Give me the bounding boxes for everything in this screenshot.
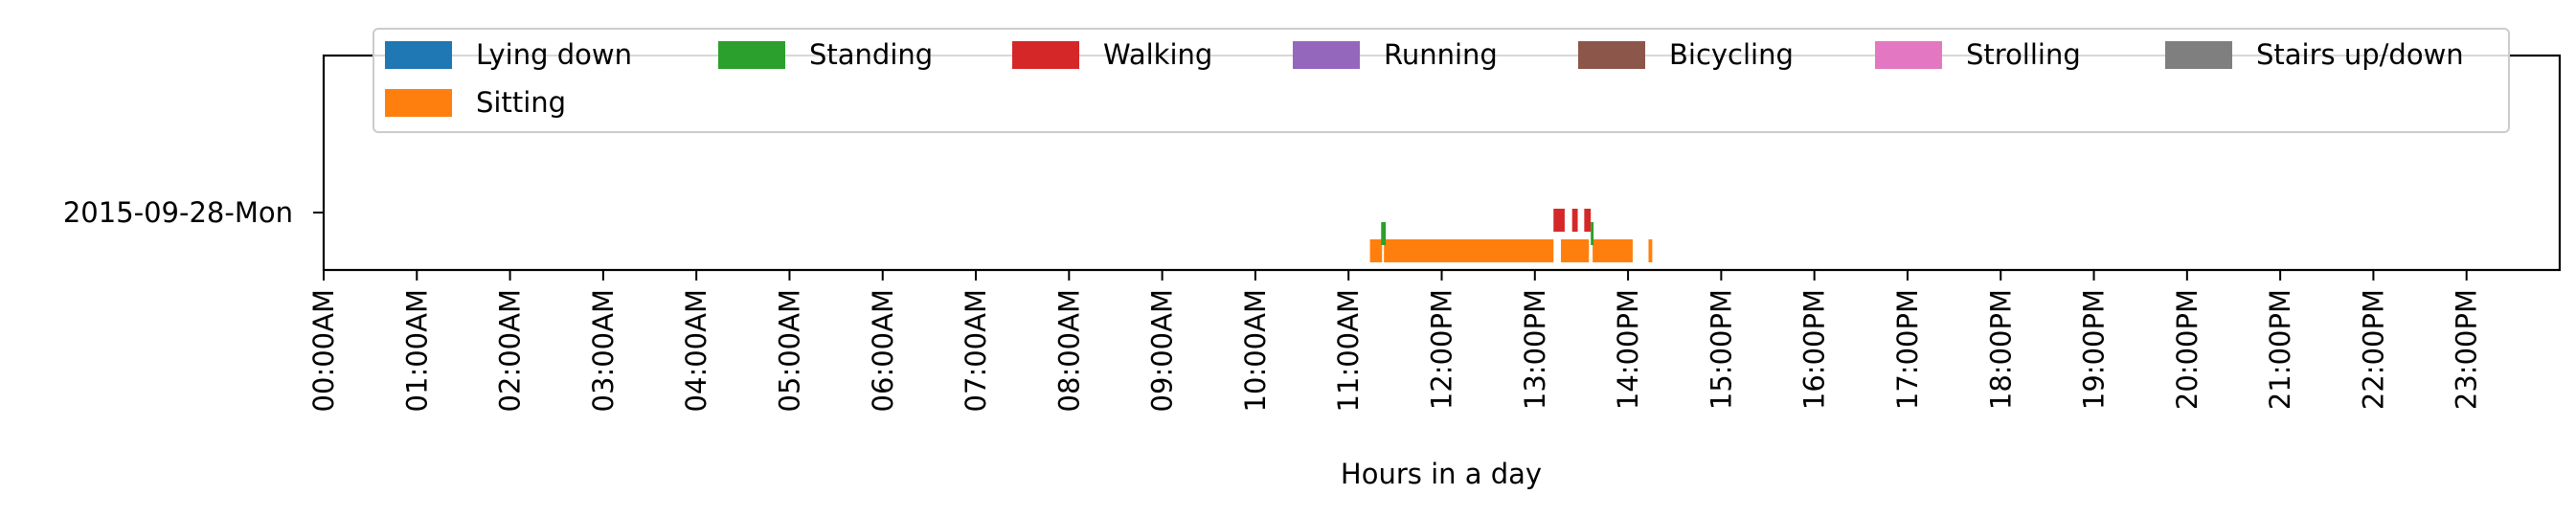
activity-bar-standing	[1381, 222, 1387, 245]
x-tick-label: 12:00PM	[1426, 289, 1458, 410]
legend-swatch-walking	[1012, 41, 1079, 69]
legend-swatch-standing	[718, 41, 785, 69]
x-tick-label: 14:00PM	[1612, 289, 1644, 410]
x-tick-label: 11:00AM	[1332, 289, 1365, 412]
x-tick-label: 01:00AM	[400, 289, 433, 412]
x-tick-label: 08:00AM	[1052, 289, 1085, 412]
activity-bar-sitting	[1561, 239, 1590, 262]
y-tick-label: 2015-09-28-Mon	[63, 196, 293, 229]
x-tick-label: 09:00AM	[1146, 289, 1179, 412]
x-tick-label: 15:00PM	[1705, 289, 1737, 410]
legend-frame	[373, 28, 2510, 133]
x-tick-label: 16:00PM	[1798, 289, 1831, 410]
x-tick-label: 20:00PM	[2171, 289, 2203, 410]
x-axis-label: Hours in a day	[1341, 458, 1542, 490]
legend-label-walking: Walking	[1103, 38, 1212, 71]
legend-label-running: Running	[1384, 38, 1498, 71]
x-tick-label: 00:00AM	[307, 289, 340, 412]
activity-bars	[1369, 209, 1653, 262]
x-tick-label: 06:00AM	[867, 289, 899, 412]
x-tick-label: 04:00AM	[680, 289, 712, 412]
activity-bar-walking	[1571, 209, 1578, 232]
y-axis-ticks: 2015-09-28-Mon	[63, 196, 324, 229]
activity-bar-sitting	[1648, 239, 1653, 262]
legend-label-lying-down: Lying down	[476, 38, 632, 71]
activity-bar-sitting	[1384, 239, 1554, 262]
legend-label-strolling: Strolling	[1966, 38, 2081, 71]
x-tick-label: 10:00AM	[1239, 289, 1272, 412]
x-tick-label: 22:00PM	[2357, 289, 2389, 410]
x-tick-label: 23:00PM	[2451, 289, 2483, 410]
legend-label-standing: Standing	[809, 38, 933, 71]
x-axis-ticks: 00:00AM 01:00AM 02:00AM 03:00AM 04:00AM 05:00…	[307, 270, 2483, 412]
x-tick-label: 19:00PM	[2078, 289, 2111, 410]
x-tick-label: 18:00PM	[1984, 289, 2017, 410]
legend-label-stairs-up-down: Stairs up/down	[2256, 38, 2464, 71]
legend-swatch-running	[1293, 41, 1360, 69]
legend-label-bicycling: Bicycling	[1669, 38, 1794, 71]
x-tick-label: 03:00AM	[587, 289, 620, 412]
legend-swatch-stairs-up-down	[2165, 41, 2232, 69]
activity-bar-standing	[1591, 222, 1594, 245]
x-tick-label: 07:00AM	[960, 289, 992, 412]
x-tick-label: 13:00PM	[1519, 289, 1551, 410]
legend-swatch-lying-down	[385, 41, 452, 69]
legend-label-sitting: Sitting	[476, 86, 566, 119]
activity-bar-sitting	[1593, 239, 1633, 262]
legend-swatch-sitting	[385, 89, 452, 117]
legend: Lying down Standing Walking Running Bicyclin…	[373, 28, 2510, 133]
activity-bar-walking	[1553, 209, 1565, 232]
activity-bar-sitting	[1369, 239, 1383, 262]
activity-bar-walking	[1584, 209, 1592, 232]
x-tick-label: 17:00PM	[1891, 289, 1924, 410]
x-tick-label: 05:00AM	[773, 289, 805, 412]
legend-swatch-strolling	[1875, 41, 1942, 69]
x-tick-label: 21:00PM	[2264, 289, 2296, 410]
legend-swatch-bicycling	[1578, 41, 1645, 69]
x-tick-label: 02:00AM	[494, 289, 527, 412]
